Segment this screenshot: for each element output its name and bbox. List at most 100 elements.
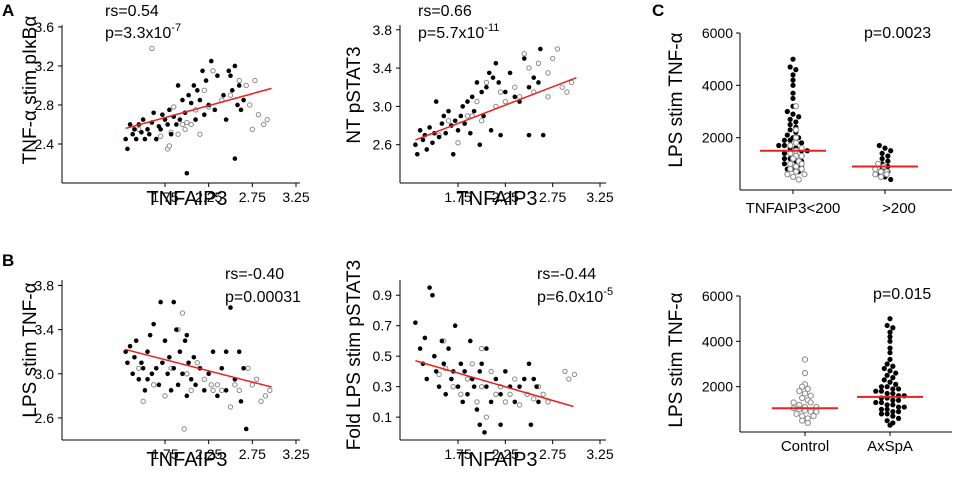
a2-point-open: [445, 118, 452, 124]
a1-point-open: [197, 131, 203, 137]
c2-point-filled: [893, 381, 899, 387]
b1-rs: rs=-0.40: [225, 266, 284, 283]
b1-p: p=0.00031: [225, 289, 301, 306]
c2-point-open: [790, 399, 797, 406]
c1-point-open: [883, 171, 890, 178]
a1-point-open: [236, 77, 242, 84]
c1-point-filled: [879, 156, 885, 162]
a1-point-filled: [235, 102, 240, 108]
a1-point-filled: [200, 68, 205, 74]
panel-label-c: C: [652, 1, 664, 20]
a1-point-filled: [146, 131, 152, 137]
c2-point-filled: [890, 409, 896, 415]
b2-point-filled: [498, 391, 503, 397]
a2-ylabel: NT pSTAT3: [344, 46, 365, 143]
b2-point-filled: [439, 338, 445, 344]
a1-point-filled: [228, 73, 233, 79]
c1-point-filled: [790, 72, 796, 78]
c1-point-filled: [876, 142, 882, 149]
a2-point-filled: [503, 89, 508, 95]
chart-marks: 2.4 2.8 3.2 3.6 1.75 2.25 2.75 3.25 2.6 3.0 3.4 3.8…: [35, 19, 952, 462]
a1-point-filled: [125, 146, 130, 152]
c1-point-filled: [885, 158, 891, 164]
b1-point-filled: [223, 388, 229, 393]
a1-point-open: [182, 126, 188, 133]
c2-category-0: Control: [781, 438, 829, 455]
a1-point-filled: [151, 110, 156, 116]
a2-point-filled: [452, 118, 458, 124]
b2-point-open: [502, 399, 509, 405]
c1-point-filled: [790, 90, 796, 96]
a2-point-filled: [427, 125, 432, 130]
c2-point-filled: [887, 334, 893, 340]
a1-ytick-label: 3.6: [35, 19, 55, 35]
c1-point-filled: [790, 77, 796, 83]
a1-xtick-label: 3.25: [282, 189, 309, 205]
a2-point-filled: [512, 94, 518, 100]
c2-point-filled: [887, 422, 893, 428]
b2-point-filled: [424, 376, 430, 382]
b2-xtick-label: 2.75: [539, 446, 566, 462]
c1-point-filled: [787, 116, 793, 122]
c2-point-open: [801, 390, 809, 397]
a2-point-filled: [462, 121, 467, 126]
c1-point-filled: [781, 150, 788, 156]
c2-point-filled: [873, 388, 879, 394]
a1-rs: rs=0.54: [105, 3, 159, 20]
a2-rs: rs=0.66: [418, 3, 472, 20]
b2-point-filled: [484, 384, 489, 389]
a1-point-filled: [223, 117, 229, 122]
a1-point-open: [157, 133, 164, 139]
b1-ytick-label: 3.4: [35, 322, 55, 338]
c2-point-filled: [878, 388, 885, 394]
c1-p: p=0.0023: [864, 25, 931, 42]
b2-point-open: [458, 391, 464, 397]
b2-point-open: [474, 399, 480, 405]
b1-point-open: [201, 376, 208, 383]
a1-point-open: [227, 92, 234, 98]
b1-point-open: [208, 382, 214, 388]
a1-point-filled: [238, 107, 244, 113]
a2-point-filled: [479, 89, 484, 95]
b1-point-open: [258, 398, 264, 405]
b1-point-filled: [202, 388, 207, 393]
c1-point-open: [792, 163, 800, 170]
b1-point-filled: [174, 327, 179, 332]
b1-point-filled: [184, 393, 190, 399]
b2-ylabel: Fold LPS stim pSTAT3: [344, 260, 365, 450]
a2-point-open: [535, 60, 542, 67]
c1-point-open: [790, 173, 797, 181]
b2-point-open: [436, 371, 442, 378]
c2-point-open: [807, 399, 814, 406]
a2-point-filled: [507, 70, 513, 76]
b1-point-filled: [168, 388, 174, 393]
a2-point-filled: [540, 132, 546, 138]
c2-point-filled: [890, 363, 896, 369]
b1-point-open: [267, 387, 273, 394]
b1-point-open: [179, 310, 186, 316]
c1-point-filled: [885, 153, 891, 159]
a1-point-open: [149, 45, 155, 52]
a1-point-filled: [140, 117, 146, 122]
a2-point-filled: [496, 80, 502, 85]
a1-point-filled: [127, 122, 133, 127]
b2-point-filled: [430, 292, 435, 298]
a1-point-filled: [139, 129, 144, 135]
a1-point-filled: [197, 97, 203, 103]
c2-point-filled: [901, 404, 907, 410]
b2-point-filled: [488, 399, 494, 405]
b2-p-base: p=6.0x10: [537, 289, 603, 306]
c1-point-open: [792, 134, 800, 141]
a2-point-filled: [531, 75, 537, 80]
b1-point-open: [181, 426, 187, 432]
b2-point-filled: [413, 320, 418, 325]
c1-point-filled: [793, 67, 799, 73]
c1-point-filled: [796, 114, 802, 120]
c1-point-open: [795, 176, 802, 183]
c1-point-filled: [888, 148, 894, 154]
b1-point-filled: [165, 371, 170, 377]
c1-point-open: [787, 160, 794, 167]
a2-point-open: [474, 98, 480, 105]
a1-point-open: [179, 121, 186, 128]
b1-point-filled: [193, 382, 198, 388]
